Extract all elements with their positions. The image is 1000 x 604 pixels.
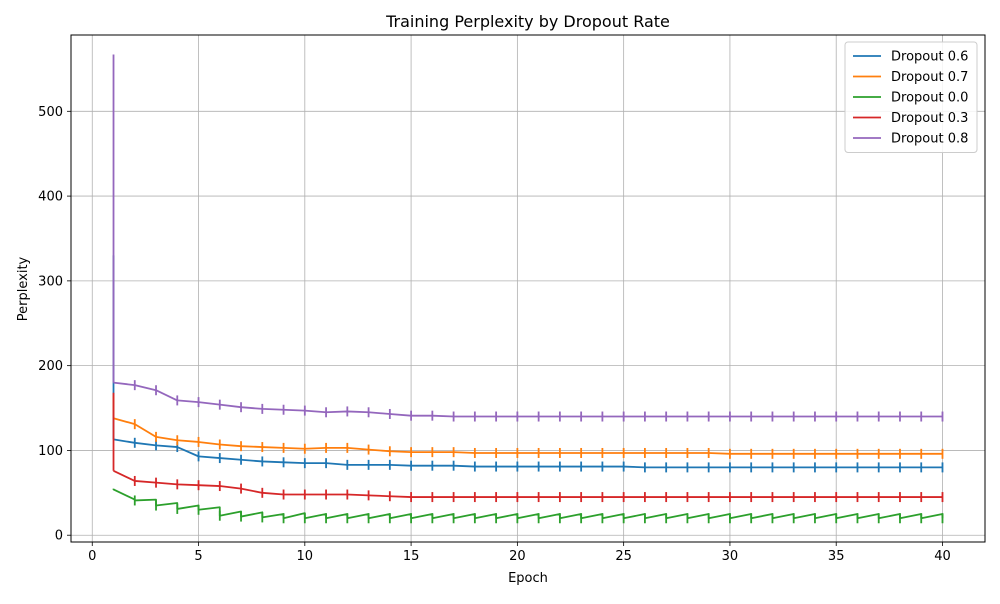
x-tick-label: 30: [722, 549, 739, 564]
legend-label-dropout-0-6: Dropout 0.6: [891, 50, 968, 65]
y-tick-label: 200: [38, 359, 63, 374]
y-tick-label: 300: [38, 274, 63, 289]
y-axis-label: Perplexity: [16, 256, 31, 321]
series-line-dropout-0-6: [113, 438, 943, 469]
chart-title: Training Perplexity by Dropout Rate: [385, 12, 670, 31]
y-tick-label: 0: [55, 529, 63, 544]
y-tick-label: 100: [38, 444, 63, 459]
legend-label-dropout-0-3: Dropout 0.3: [891, 111, 968, 126]
plot-frame: [70, 34, 986, 543]
series-line-dropout-0-8: [113, 381, 943, 418]
legend-label-dropout-0-0: Dropout 0.0: [891, 91, 968, 106]
x-tick-label: 10: [297, 549, 314, 564]
x-tick-label: 0: [88, 549, 96, 564]
legend-label-dropout-0-8: Dropout 0.8: [891, 132, 968, 147]
y-tick-label: 500: [38, 105, 63, 120]
x-tick-label: 35: [828, 549, 845, 564]
x-tick-label: 5: [194, 549, 202, 564]
x-axis-label: Epoch: [508, 571, 548, 586]
legend: Dropout 0.6 Dropout 0.7 Dropout 0.0 Dropout…: [844, 41, 978, 153]
x-tick-label: 40: [934, 549, 951, 564]
x-tick-label: 25: [615, 549, 632, 564]
y-tick-label: 400: [38, 190, 63, 205]
x-tick-label: 15: [403, 549, 420, 564]
x-tick-label: 20: [509, 549, 526, 564]
legend-label-dropout-0-7: Dropout 0.7: [891, 70, 968, 85]
series-layer: [112, 54, 944, 524]
series-line-dropout-0-7: [113, 417, 943, 455]
series-line-dropout-0-0: [112, 488, 944, 520]
series-line-dropout-0-3: [113, 469, 943, 498]
legend-box: [844, 41, 978, 153]
